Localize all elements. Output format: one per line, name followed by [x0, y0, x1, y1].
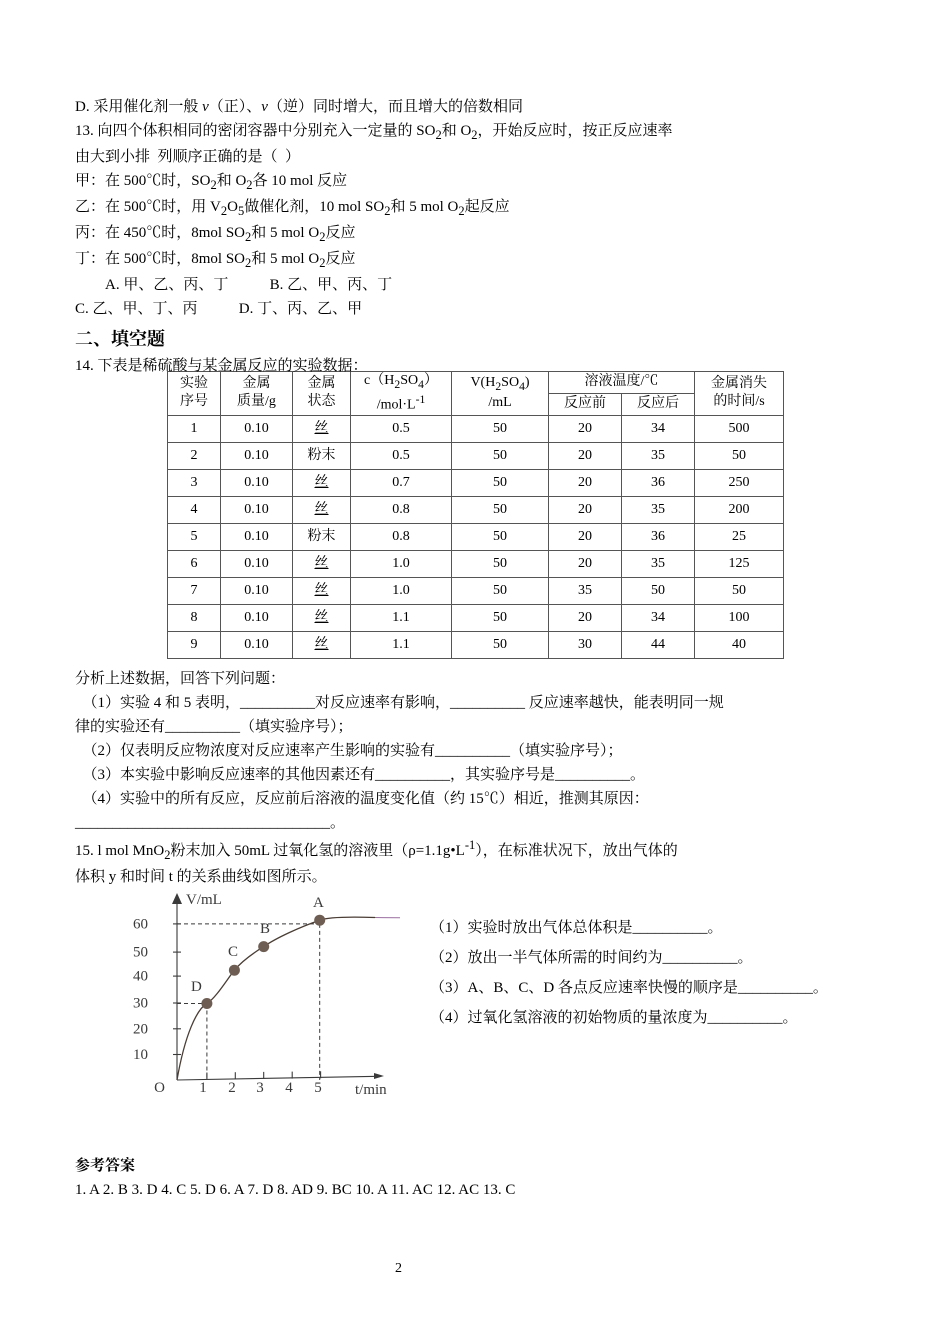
svg-text:V/mL: V/mL [186, 892, 222, 908]
svg-text:10: 10 [133, 1047, 148, 1063]
svg-text:A: A [313, 895, 324, 911]
svg-text:20: 20 [133, 1021, 148, 1037]
svg-text:3: 3 [256, 1080, 264, 1096]
svg-text:50: 50 [133, 944, 148, 960]
svg-text:B: B [260, 921, 270, 937]
svg-text:t/min: t/min [355, 1082, 387, 1098]
svg-text:C: C [228, 944, 238, 960]
svg-text:30: 30 [133, 995, 148, 1011]
svg-text:1: 1 [199, 1080, 207, 1096]
svg-text:40: 40 [133, 968, 148, 984]
svg-text:2: 2 [228, 1080, 236, 1096]
svg-text:4: 4 [285, 1080, 293, 1096]
svg-text:O: O [154, 1080, 165, 1096]
svg-text:60: 60 [133, 916, 148, 932]
svg-text:D: D [191, 979, 202, 995]
svg-text:5: 5 [314, 1080, 322, 1096]
